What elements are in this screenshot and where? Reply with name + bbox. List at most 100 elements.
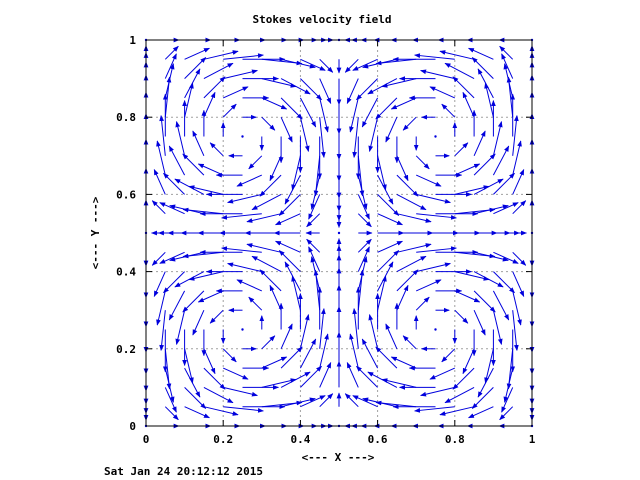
- vector-arrow: [415, 279, 442, 292]
- y-axis-label: <--- Y --->: [89, 196, 102, 269]
- vector-arrow: [368, 314, 379, 349]
- vector-arrow: [248, 296, 263, 311]
- vector-arrow: [361, 97, 379, 128]
- vector-arrow: [473, 251, 509, 262]
- vector-arrow: [454, 290, 481, 303]
- vector-arrow: [275, 240, 301, 253]
- vector-arrow: [493, 202, 519, 215]
- vector-arrow: [182, 290, 205, 313]
- vector-arrow: [299, 117, 310, 152]
- y-tick-label: 1: [129, 34, 136, 47]
- vector-arrow: [291, 275, 301, 311]
- vector-arrow: [415, 296, 430, 311]
- vector-arrow: [151, 251, 166, 266]
- vector-arrow: [188, 271, 224, 281]
- vector-arrow: [512, 140, 522, 176]
- vector-arrow: [396, 255, 427, 273]
- vector-arrow: [396, 174, 419, 197]
- vector-arrow: [222, 348, 237, 363]
- x-tick-label: 0.4: [290, 433, 310, 446]
- vector-arrow: [223, 53, 264, 60]
- vector-arrow: [473, 178, 504, 195]
- vector-arrow: [499, 406, 514, 421]
- vector-arrow: [291, 155, 301, 191]
- chart-title: Stokes velocity field: [252, 13, 391, 26]
- vector-arrow: [300, 58, 326, 71]
- vector-arrow: [261, 335, 276, 350]
- vector-arrow: [454, 309, 469, 324]
- vector-arrow: [402, 116, 417, 131]
- vector-arrow: [223, 406, 264, 413]
- vector-arrow: [434, 135, 437, 138]
- vector-arrow: [444, 386, 475, 404]
- vector-arrow: [203, 50, 239, 60]
- vector-arrow: [352, 117, 359, 158]
- vector-arrow: [468, 47, 494, 60]
- vector-arrow: [184, 57, 207, 79]
- vector-arrow: [420, 386, 455, 397]
- vector-arrow: [319, 393, 334, 408]
- vector-arrow: [501, 53, 514, 79]
- vector-arrow: [261, 378, 297, 388]
- vector-arrow: [175, 310, 186, 345]
- vector-arrow: [241, 135, 244, 138]
- vector-arrow: [222, 103, 237, 118]
- vector-arrow: [251, 193, 282, 211]
- y-tick-label: 0.2: [116, 343, 136, 356]
- vector-arrow: [377, 240, 403, 253]
- vector-arrow: [153, 169, 166, 195]
- vector-arrow: [203, 406, 239, 416]
- vector-arrow: [319, 117, 326, 158]
- vector-arrow: [415, 155, 430, 170]
- vector-arrow: [473, 130, 486, 157]
- vector-arrow: [164, 45, 179, 60]
- vector-arrow: [280, 323, 293, 350]
- vector-arrow: [156, 140, 166, 176]
- vector-arrow: [259, 269, 282, 292]
- vector-arrow: [209, 142, 224, 157]
- vector-arrow: [357, 246, 370, 272]
- vector-arrow: [299, 97, 317, 128]
- vector-arrow: [416, 193, 451, 204]
- vector-arrow: [492, 121, 503, 156]
- vector-arrow: [151, 200, 166, 215]
- vector-arrow: [499, 45, 514, 60]
- vector-arrow: [416, 246, 457, 253]
- vector-arrow: [357, 238, 372, 253]
- vector-arrow: [278, 250, 301, 272]
- vector-arrow: [299, 338, 317, 369]
- vector-arrow: [184, 406, 210, 419]
- vector-arrow: [203, 62, 234, 80]
- vector-arrow: [280, 116, 293, 143]
- vector-arrow: [439, 50, 475, 60]
- vector-arrow: [414, 53, 455, 60]
- vector-arrow: [349, 97, 359, 133]
- vector-arrow: [375, 346, 398, 369]
- vector-arrow: [385, 323, 398, 350]
- vector-arrow: [246, 213, 282, 223]
- vector-arrow: [477, 68, 494, 99]
- vector-arrow: [222, 367, 249, 380]
- vector-arrow: [159, 115, 166, 156]
- vector-arrow: [415, 174, 442, 187]
- y-tick-label: 0.6: [116, 188, 136, 201]
- vector-arrow: [492, 310, 503, 345]
- vector-arrow: [300, 395, 326, 408]
- vector-arrow: [416, 213, 457, 220]
- vector-arrow: [261, 356, 288, 369]
- vector-arrow: [512, 115, 519, 156]
- vector-arrow: [377, 275, 387, 311]
- vector-arrow: [471, 57, 494, 79]
- vector-arrow: [188, 185, 224, 195]
- vector-arrow: [275, 213, 301, 226]
- vector-arrow: [184, 68, 201, 99]
- vector-arrow: [402, 335, 417, 350]
- vector-arrow: [512, 200, 527, 215]
- vector-arrow: [209, 309, 224, 324]
- vector-arrow: [221, 213, 262, 220]
- vector-arrow: [300, 365, 322, 388]
- y-tick-label: 0.8: [116, 111, 136, 124]
- vector-arrow: [429, 86, 456, 99]
- vector-arrow: [319, 308, 326, 349]
- vector-arrow: [337, 231, 341, 235]
